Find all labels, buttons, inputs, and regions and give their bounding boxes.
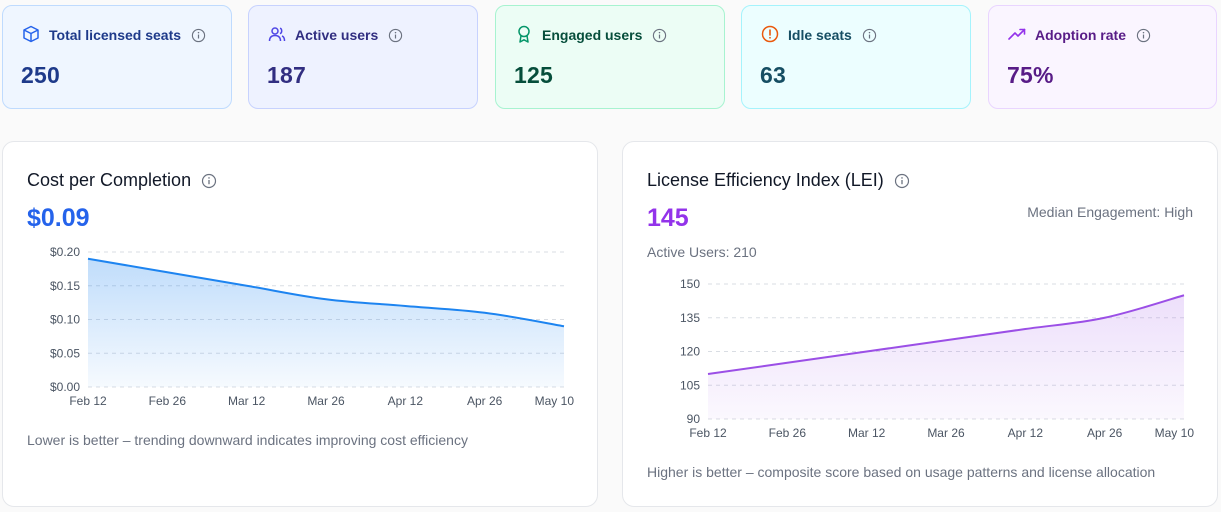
- stat-value: 250: [21, 62, 60, 88]
- lei-chart: 90 105 120 135 150 Feb 12 Feb 26 Mar 12 Mar 26 Ap…: [680, 277, 1195, 440]
- stat-value: 125: [514, 62, 553, 88]
- x-tick-label: Mar 12: [228, 394, 266, 408]
- info-icon[interactable]: [201, 173, 217, 189]
- stat-header: Idle seats: [760, 24, 952, 46]
- x-tick-label: Apr 26: [1087, 426, 1123, 440]
- lei-footnote: Higher is better – composite score based…: [647, 464, 1156, 480]
- stat-card-adoption-rate: Adoption rate 75%: [988, 5, 1217, 109]
- y-tick-label: $0.05: [50, 346, 80, 360]
- x-tick-label: Feb 26: [769, 426, 807, 440]
- y-tick-label: 135: [680, 311, 700, 325]
- lei-value: 145: [647, 204, 689, 232]
- x-tick-label: Mar 12: [848, 426, 886, 440]
- cost-value: $0.09: [27, 204, 90, 232]
- y-tick-label: 90: [687, 412, 701, 426]
- stat-label: Active users: [295, 27, 379, 43]
- stat-card-engaged-users: Engaged users 125: [495, 5, 725, 109]
- users-icon: [267, 24, 287, 47]
- stat-header: Active users: [267, 24, 459, 46]
- stat-value: 63: [760, 62, 786, 88]
- x-tick-label: May 10: [535, 394, 575, 408]
- info-icon[interactable]: [1136, 28, 1151, 43]
- series-area: [708, 295, 1184, 419]
- lei-card-title-row: License Efficiency Index (LEI): [647, 170, 910, 191]
- info-icon[interactable]: [388, 28, 403, 43]
- cost-card-title-row: Cost per Completion: [27, 170, 217, 191]
- series-line: [707, 294, 1185, 375]
- active-users-count: Active Users: 210: [647, 244, 757, 260]
- stat-label: Idle seats: [788, 27, 852, 43]
- y-tick-label: $0.00: [50, 380, 80, 394]
- stat-header: Total licensed seats: [21, 24, 213, 46]
- x-tick-label: Apr 12: [388, 394, 424, 408]
- box-icon: [21, 24, 41, 47]
- x-tick-label: Mar 26: [927, 426, 965, 440]
- trending-up-icon: [1007, 24, 1027, 47]
- info-icon[interactable]: [894, 173, 910, 189]
- info-icon[interactable]: [652, 28, 667, 43]
- stat-card-active-users: Active users 187: [248, 5, 478, 109]
- y-tick-label: 105: [680, 378, 700, 392]
- lei-card-title: License Efficiency Index (LEI): [647, 170, 884, 190]
- y-tick-label: 120: [680, 345, 700, 359]
- stat-card-idle-seats: Idle seats 63: [741, 5, 971, 109]
- stat-label: Total licensed seats: [49, 27, 182, 43]
- award-icon: [514, 24, 534, 47]
- y-tick-label: 150: [680, 277, 700, 291]
- cost-card-title: Cost per Completion: [27, 170, 192, 190]
- y-tick-label: $0.15: [50, 279, 80, 293]
- stat-header: Adoption rate: [1007, 24, 1198, 46]
- stat-header: Engaged users: [514, 24, 706, 46]
- alert-circle-icon: [760, 24, 780, 47]
- stat-label: Engaged users: [542, 27, 643, 43]
- cost-chart: $0.00 $0.05 $0.10 $0.15 $0.20 Feb 12 Feb 26 Mar…: [50, 245, 575, 408]
- lei-card: License Efficiency Index (LEI) 145 Media…: [622, 141, 1218, 507]
- stat-label: Adoption rate: [1035, 27, 1126, 43]
- series-area: [88, 258, 564, 387]
- stat-card-total-licensed-seats: Total licensed seats 250: [2, 5, 232, 109]
- stat-value: 75%: [1007, 62, 1054, 88]
- cost-footnote: Lower is better – trending downward indi…: [27, 432, 468, 448]
- x-tick-label: Apr 12: [1008, 426, 1044, 440]
- x-tick-label: Feb 12: [689, 426, 727, 440]
- x-tick-label: May 10: [1155, 426, 1195, 440]
- y-tick-label: $0.20: [50, 245, 80, 259]
- stat-value: 187: [267, 62, 306, 88]
- cost-per-completion-card: Cost per Completion $0.09 $0.00 $0.05 $0.1…: [2, 141, 598, 507]
- y-tick-label: $0.10: [50, 313, 80, 327]
- median-engagement: Median Engagement: High: [1027, 204, 1193, 220]
- x-tick-label: Feb 26: [149, 394, 187, 408]
- x-tick-label: Apr 26: [467, 394, 503, 408]
- x-tick-label: Mar 26: [307, 394, 345, 408]
- series-line: [87, 257, 565, 328]
- info-icon[interactable]: [862, 28, 877, 43]
- x-tick-label: Feb 12: [69, 394, 107, 408]
- info-icon[interactable]: [191, 28, 206, 43]
